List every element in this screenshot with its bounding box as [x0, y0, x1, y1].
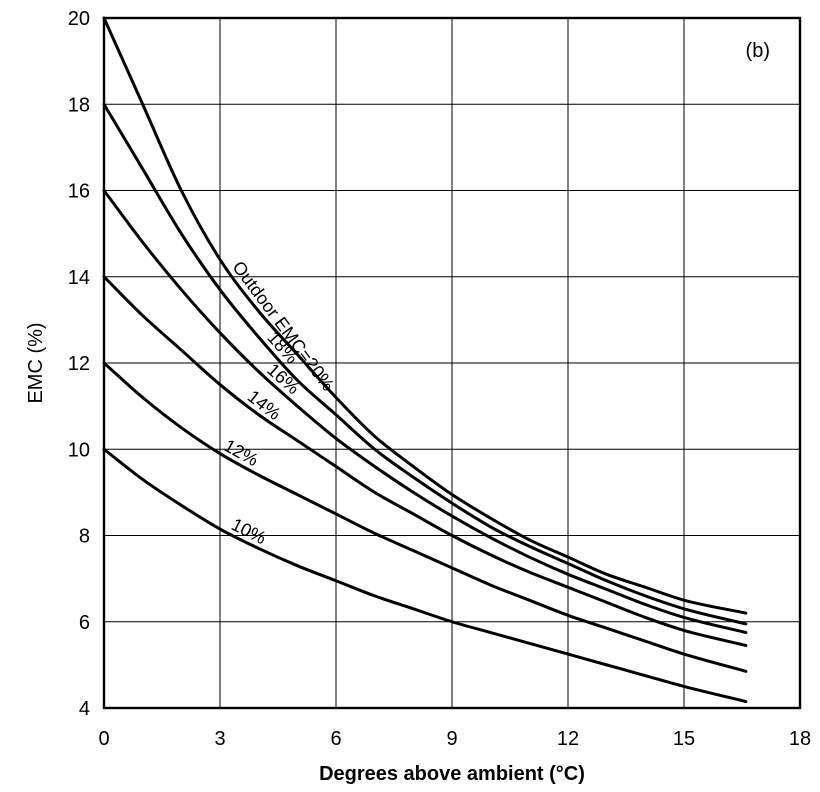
y-axis-title: EMC (%): [25, 322, 47, 403]
series-line-5: [102, 447, 748, 704]
panel-label: (b): [746, 40, 770, 62]
y-tick-label: 12: [68, 353, 90, 375]
y-tick-label: 14: [68, 267, 90, 289]
x-tick-label: 6: [330, 728, 341, 750]
y-tick-label: 18: [68, 94, 90, 116]
series-line-2: [102, 189, 748, 635]
y-tick-label: 10: [68, 439, 90, 461]
x-tick-label: 9: [446, 728, 457, 750]
x-axis-title: Degrees above ambient (°C): [319, 763, 585, 785]
x-tick-label: 15: [673, 728, 695, 750]
y-tick-label: 20: [68, 8, 90, 30]
x-tick-label: 18: [789, 728, 811, 750]
y-tick-labels: 4 6 8 10 12 14 16 18 20: [68, 8, 90, 720]
plot-frame: [102, 16, 802, 710]
y-tick-label: 6: [79, 612, 90, 634]
x-tick-label: 3: [214, 728, 225, 750]
series-line-0: [102, 16, 748, 615]
y-tick-label: 16: [68, 181, 90, 203]
series-line-4: [102, 361, 748, 673]
x-tick-label: 0: [98, 728, 109, 750]
x-tick-labels: 0 3 6 9 12 15 18: [98, 728, 811, 750]
y-tick-label: 8: [79, 526, 90, 548]
x-tick-label: 12: [557, 728, 579, 750]
series-line-1: [102, 102, 748, 626]
series-line-3: [102, 275, 748, 647]
y-tick-label: 4: [79, 698, 90, 720]
series-group: [102, 16, 748, 704]
